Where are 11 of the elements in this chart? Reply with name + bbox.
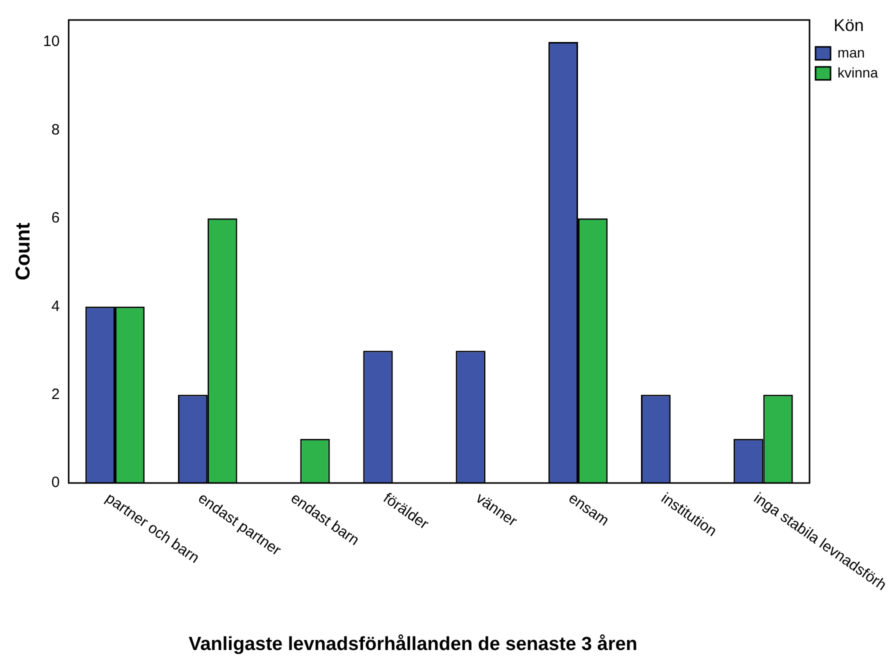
y-tick-label: 0: [51, 474, 60, 492]
y-axis-title: Count: [12, 222, 35, 280]
x-axis-title: Vanligaste levnadsförhållanden de senaste 3 åren: [188, 634, 638, 655]
y-tick-label: 4: [51, 298, 60, 315]
y-tick-label: 10: [42, 33, 60, 50]
legend-label: man: [838, 44, 865, 60]
y-tick-label: 6: [51, 210, 60, 227]
y-tick-label: 8: [51, 121, 60, 138]
legend-title: Kön: [834, 16, 864, 36]
legend-label: kvinna: [838, 64, 878, 80]
y-tick-label: 2: [51, 386, 60, 403]
